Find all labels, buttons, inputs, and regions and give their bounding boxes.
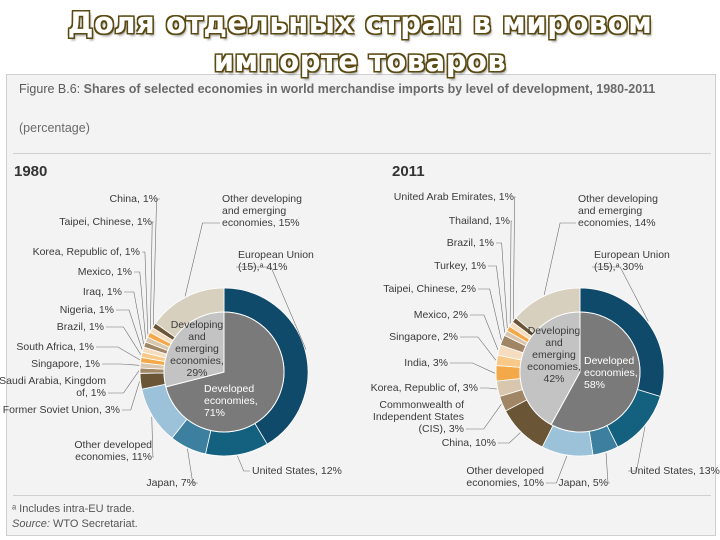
leader-line-1980-taipei-chinese-1: [150, 221, 154, 330]
leader-line-2011-turkey-1: [488, 265, 505, 333]
leader-line-2011-commonwealth-of-independent-states-cis-3: [466, 404, 502, 430]
leader-line-1980-former-soviet-union-3: [122, 381, 140, 411]
slice-label-2011-united-arab-emirates-1: United Arab Emirates, 1%: [394, 191, 514, 203]
slice-label-1980-brazil-1: Brazil, 1%: [57, 321, 104, 333]
leader-line-1980-iraq-1: [124, 291, 144, 345]
slice-label-2011-thailand-1: Thailand, 1%: [449, 215, 510, 227]
leader-line-1980-china-1: [152, 198, 160, 325]
slide-title-line-2: импорте товаров: [213, 44, 507, 78]
slice-label-2011-korea-republic-of-3: Korea, Republic of, 3%: [371, 382, 478, 394]
leader-line-1980-mexico-1: [134, 271, 146, 340]
slice-label-1980-former-soviet-union-3: Former Soviet Union, 3%: [3, 404, 120, 416]
slice-label-2011-taipei-chinese-2: Taipei, Chinese, 2%: [383, 283, 476, 295]
slice-label-2011-india-3: India, 3%: [404, 357, 448, 369]
leader-line-1980-south-africa-1: [96, 346, 141, 361]
footnote-divider: [13, 495, 711, 496]
leader-line-2011-other-developing-and-emerging-economies-: [543, 222, 576, 295]
inner-label-2011-developed: Developed economies, 58%: [584, 355, 638, 391]
inner-slice-1980-developed: [165, 311, 285, 433]
leader-line-2011-mexico-2: [470, 314, 499, 350]
slice-label-1980-japan-7: Japan, 7%: [146, 477, 196, 489]
year-label-1980: 1980: [14, 163, 48, 180]
slice-label-1980-nigeria-1: Nigeria, 1%: [60, 304, 114, 316]
outer-slice-2011-india-3: [495, 365, 521, 382]
slide-title-line-1: Доля отдельных стран в мировом: [67, 6, 653, 40]
figure-unit: (percentage): [19, 121, 90, 135]
leader-line-2011-india-3: [450, 362, 496, 374]
leader-line-2011-european-union-15-30: [592, 266, 649, 322]
leader-line-1980-brazil-1: [106, 326, 142, 355]
leader-line-2011-other-developed-economies-10: [546, 455, 568, 484]
slice-label-1980-saudi-arabia-kingdom-of-1: Saudi Arabia, Kingdom of, 1%: [0, 375, 106, 399]
slice-label-1980-south-africa-1: South Africa, 1%: [16, 341, 94, 353]
leader-line-1980-nigeria-1: [116, 309, 143, 350]
year-label-2011: 2011: [392, 163, 425, 180]
slice-label-2011-brazil-1: Brazil, 1%: [447, 237, 494, 249]
caption-divider: [13, 153, 711, 154]
inner-slice-2011-developing: [519, 311, 581, 426]
figure-caption: Figure B.6: Shares of selected economies…: [19, 81, 709, 97]
slice-label-1980-iraq-1: Iraq, 1%: [83, 286, 122, 298]
slice-label-2011-other-developed-economies-10: Other developed economies, 10%: [466, 465, 544, 489]
leader-line-2011-korea-republic-of-3: [480, 387, 497, 390]
slice-label-2011-united-states-13: United States, 13%: [630, 465, 720, 477]
leader-line-2011-china-10: [498, 432, 521, 444]
slice-label-2011-turkey-1: Turkey, 1%: [434, 260, 486, 272]
slice-label-2011-commonwealth-of-independent-states-cis-3: Commonwealth of Independent States (CIS), …: [373, 399, 464, 435]
leader-line-2011-united-arab-emirates-1: [513, 196, 516, 320]
slide-title: Доля отдельных стран в мировом импорте т…: [0, 4, 720, 80]
figure-caption-title: Shares of selected economies in world me…: [83, 82, 656, 96]
slice-label-1980-other-developed-economies-11: Other developed economies, 11%: [74, 439, 152, 463]
inner-slice-2011-developed: [550, 311, 641, 433]
leader-line-2011-united-states-13: [628, 426, 646, 472]
leader-line-1980-united-states-12: [237, 455, 250, 472]
figure-caption-prefix: Figure B.6:: [19, 82, 84, 96]
leader-line-2011-brazil-1: [496, 242, 508, 329]
leader-line-1980-other-developing-and-emerging-economies-: [184, 222, 220, 297]
slice-label-1980-mexico-1: Mexico, 1%: [78, 266, 132, 278]
leader-line-1980-saudi-arabia-kingdom-of-1: [108, 370, 140, 394]
slice-label-1980-korea-republic-of-1: Korea, Republic of, 1%: [33, 246, 140, 258]
leader-line-1980-singapore-1: [102, 363, 140, 366]
leader-line-2011-thailand-1: [509, 220, 512, 324]
slice-label-1980-united-states-12: United States, 12%: [252, 465, 342, 477]
source-text: WTO Secretariat.: [49, 518, 138, 530]
inner-label-2011-developing: Developing and emerging economies, 42%: [527, 325, 581, 385]
leader-line-2011-singapore-2: [460, 336, 497, 361]
leader-line-1980-other-developed-economies-11: [151, 416, 154, 458]
donut-2011: Developed economies, 58%Developing and emerg…: [371, 191, 720, 489]
inner-label-1980-developing: Developing and emerging economies, 29%: [170, 319, 224, 379]
donut-1980: Developed economies, 71% Developing and emerg…: [0, 193, 342, 489]
leader-line-1980-european-union-15-41: [236, 266, 307, 350]
slice-label-2011-mexico-2: Mexico, 2%: [414, 309, 468, 321]
leader-line-2011-taipei-chinese-2: [478, 288, 502, 340]
slice-label-1980-european-union-15-41: European Union (15),ᵃ 41%: [238, 249, 314, 273]
source-label: Source:: [12, 518, 50, 530]
footnote-source: Source: WTO Secretariat.: [12, 518, 138, 530]
leader-line-1980-korea-republic-of-1: [142, 251, 149, 335]
inner-label-1980-developed: Developed economies, 71%: [204, 383, 258, 419]
slice-label-2011-european-union-15-30: European Union (15),ᵃ 30%: [594, 249, 670, 273]
slice-label-1980-taipei-chinese-1: Taipei, Chinese, 1%: [59, 216, 152, 228]
footnote-eu: ᵃ Includes intra-EU trade.: [12, 503, 135, 515]
slice-label-1980-other-developing-and-emerging-economies-: Other developing and emerging economies, 1…: [222, 193, 302, 229]
slice-label-2011-japan-5: Japan, 5%: [558, 477, 608, 489]
slice-label-2011-china-10: China, 10%: [442, 437, 496, 449]
inner-slice-1980-developing: [163, 311, 225, 388]
slice-label-2011-singapore-2: Singapore, 2%: [389, 331, 458, 343]
slice-label-1980-singapore-1: Singapore, 1%: [31, 358, 100, 370]
slice-label-1980-china-1: China, 1%: [110, 193, 158, 205]
leader-line-1980-japan-7: [187, 448, 198, 484]
slice-label-2011-other-developing-and-emerging-economies-: Other developing and emerging economies, 1…: [578, 193, 658, 229]
leader-line-2011-japan-5: [605, 452, 610, 484]
